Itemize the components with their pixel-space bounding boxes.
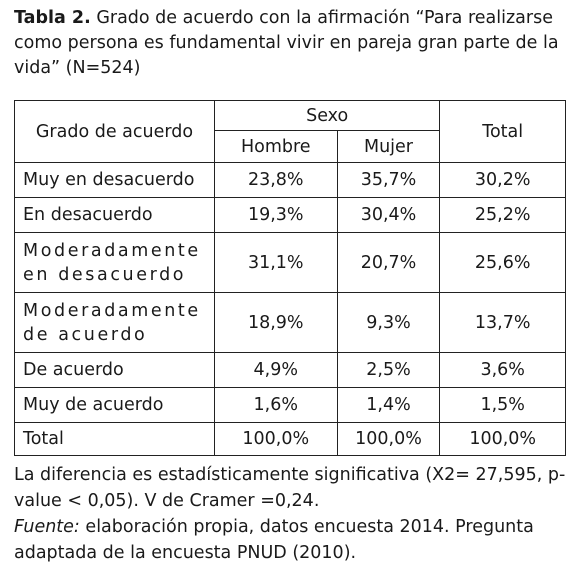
table-row: De acuerdo 4,9% 2,5% 3,6%: [14, 352, 566, 388]
row-label: En desacuerdo: [14, 197, 215, 233]
table-row: Muy de acuerdo 1,6% 1,4% 1,5%: [14, 387, 566, 423]
cell: 13,7%: [439, 292, 566, 353]
cell: 1,5%: [439, 387, 566, 423]
row-label: Muy de acuerdo: [14, 387, 215, 423]
cell: 25,6%: [439, 232, 566, 293]
cell: 25,2%: [439, 197, 566, 233]
row-label-header: Grado de acuerdo: [14, 100, 215, 163]
footer: La diferencia es estadísticamente signif…: [14, 462, 570, 566]
cell: 1,6%: [213, 387, 338, 423]
cell: 2,5%: [336, 352, 441, 388]
cell: 18,9%: [213, 292, 338, 353]
cell: 100,0%: [213, 422, 338, 456]
group-header: Sexo: [213, 100, 441, 131]
cell: 9,3%: [336, 292, 441, 353]
cell: 20,7%: [336, 232, 441, 293]
cell: 4,9%: [213, 352, 338, 388]
table: Grado de acuerdo Sexo Total Hombre Mujer…: [14, 100, 566, 456]
table-row: Moderadamente de acuerdo 18,9% 9,3% 13,7%: [14, 292, 566, 353]
table-row: Muy en desacuerdo 23,8% 35,7% 30,2%: [14, 162, 566, 198]
cell: 3,6%: [439, 352, 566, 388]
cell: 100,0%: [439, 422, 566, 456]
column-header: Hombre: [213, 130, 338, 163]
row-label: Total: [14, 422, 215, 456]
table-row: Total 100,0% 100,0% 100,0%: [14, 422, 566, 456]
total-header: Total: [439, 100, 566, 163]
caption: Tabla 2. Grado de acuerdo con la afirmac…: [14, 6, 570, 81]
row-label: Moderadamente en desacuerdo: [14, 232, 215, 293]
column-header: Mujer: [336, 130, 441, 163]
row-label: Muy en desacuerdo: [14, 162, 215, 198]
caption-label: Tabla 2.: [14, 8, 91, 28]
cell: 31,1%: [213, 232, 338, 293]
cell: 30,4%: [336, 197, 441, 233]
cell: 30,2%: [439, 162, 566, 198]
table-row: En desacuerdo 19,3% 30,4% 25,2%: [14, 197, 566, 233]
cell: 100,0%: [336, 422, 441, 456]
source-text: elaboración propia, datos encuesta 2014.…: [14, 517, 534, 563]
caption-text: Grado de acuerdo con la afirmación “Para…: [14, 8, 559, 78]
row-label: De acuerdo: [14, 352, 215, 388]
cell: 35,7%: [336, 162, 441, 198]
cell: 1,4%: [336, 387, 441, 423]
table-row: Moderadamente en desacuerdo 31,1% 20,7% 25,…: [14, 232, 566, 293]
source: Fuente: elaboración propia, datos encues…: [14, 514, 570, 566]
row-label: Moderadamente de acuerdo: [14, 292, 215, 353]
cell: 23,8%: [213, 162, 338, 198]
note: La diferencia es estadísticamente signif…: [14, 465, 566, 511]
cell: 19,3%: [213, 197, 338, 233]
table-body: Muy en desacuerdo 23,8% 35,7% 30,2% En desac…: [14, 162, 566, 456]
source-label: Fuente:: [14, 517, 80, 537]
